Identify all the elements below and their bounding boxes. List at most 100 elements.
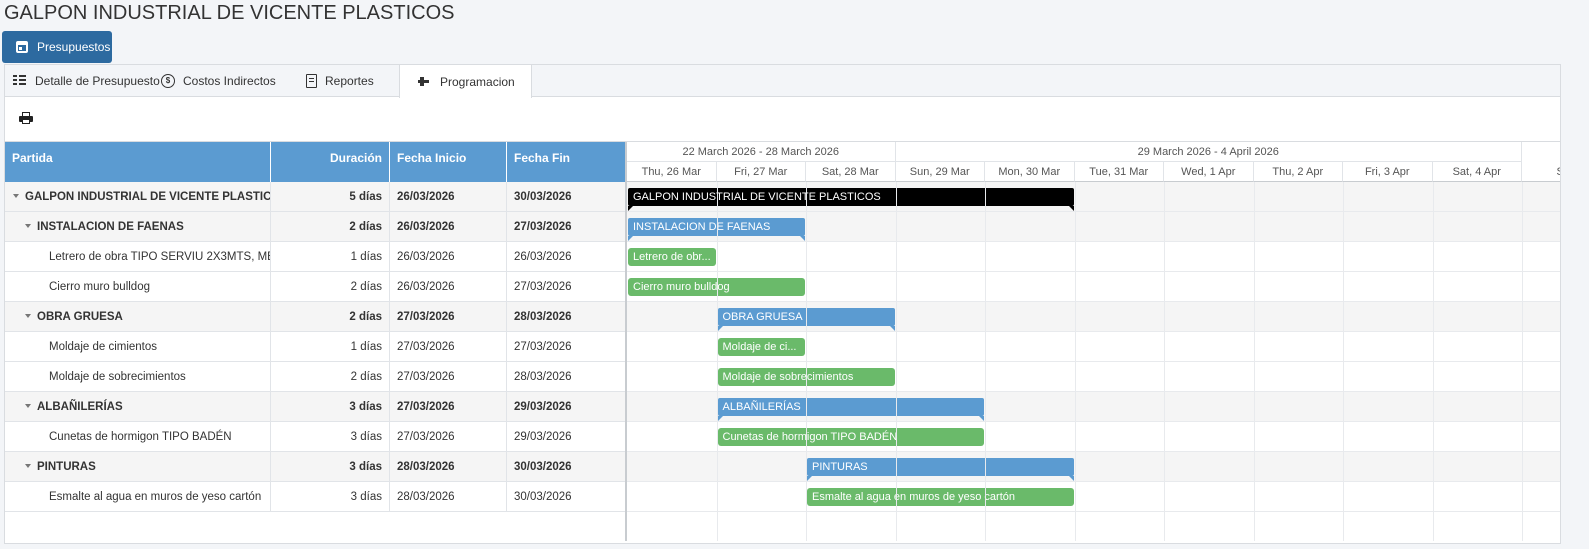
summary-bar[interactable]: GALPON INDUSTRIAL DE VICENTE PLASTICOS	[628, 188, 1074, 206]
day-header: Fri, 27 Mar	[716, 162, 806, 182]
fecha-fin-cell: 30/03/2026	[514, 461, 572, 473]
duracion-cell: 1 días	[271, 332, 390, 362]
fecha-fin-cell: 29/03/2026	[514, 431, 572, 443]
fecha-inicio-cell: 27/03/2026	[390, 392, 507, 422]
day-header: Thu, 26 Mar	[627, 162, 717, 182]
timeline-row	[627, 362, 1560, 392]
task-row[interactable]: Cierro muro bulldog 2 días 26/03/2026 27/03…	[5, 272, 625, 302]
col-fecha-fin-header[interactable]: Fecha Fin	[514, 151, 571, 165]
task-grid: Partida Duración Fecha Inicio Fecha Fin …	[5, 142, 627, 541]
task-row[interactable]: Letrero de obra TIPO SERVIU 2X3MTS, MET.…	[5, 242, 625, 272]
toolbar	[11, 102, 1556, 134]
fecha-inicio-cell: 26/03/2026	[390, 212, 507, 242]
duracion-cell: 3 días	[271, 482, 390, 512]
partida-cell: PINTURAS	[5, 452, 271, 482]
fecha-inicio-cell: 27/03/2026	[390, 302, 507, 332]
day-header: Sun, 29 Mar	[895, 162, 985, 182]
fecha-fin-cell: 28/03/2026	[514, 311, 572, 323]
duracion-cell: 1 días	[271, 242, 390, 272]
task-bar[interactable]: Esmalte al agua en muros de yeso cartón	[807, 488, 1074, 506]
partida-text: INSTALACION DE FAENAS	[37, 221, 184, 233]
printer-icon[interactable]	[19, 112, 33, 124]
summary-bar[interactable]: PINTURAS	[807, 458, 1074, 476]
day-header: Sat, 4 Apr	[1432, 162, 1522, 182]
partida-cell: OBRA GRUESA	[5, 302, 271, 332]
task-group-row[interactable]: OBRA GRUESA 2 días 27/03/2026 28/03/2026	[5, 302, 625, 332]
task-group-row[interactable]: PINTURAS 3 días 28/03/2026 30/03/2026	[5, 452, 625, 482]
day-gridline	[1343, 182, 1344, 541]
tab-bar: Detalle de Presupuesto $ Costos Indirect…	[5, 65, 1560, 98]
partida-cell: Moldaje de sobrecimientos	[5, 362, 271, 392]
list-icon	[13, 74, 27, 88]
task-group-row[interactable]: ALBAÑILERÍAS 3 días 27/03/2026 29/03/2026	[5, 392, 625, 422]
tab-label: Programacion	[440, 74, 515, 89]
summary-bar[interactable]: ALBAÑILERÍAS	[717, 398, 984, 416]
fecha-fin-cell: 27/03/2026	[514, 341, 572, 353]
task-bar[interactable]: Moldaje de ci...	[717, 338, 805, 356]
week-header: 22 March 2026 - 28 March 2026	[627, 142, 896, 162]
partida-cell: GALPON INDUSTRIAL DE VICENTE PLASTICOS	[5, 182, 271, 212]
fecha-fin-cell: 27/03/2026	[514, 221, 572, 233]
task-row[interactable]: Moldaje de cimientos 1 días 27/03/2026 27/0…	[5, 332, 625, 362]
task-bar[interactable]: Cunetas de hormigon TIPO BADÉN	[717, 428, 984, 446]
day-header: Mon, 30 Mar	[985, 162, 1075, 182]
schedule-icon	[418, 75, 432, 89]
collapse-caret-icon[interactable]	[25, 403, 31, 408]
dollar-icon: $	[161, 74, 175, 88]
timeline-chart: 22 March 2026 - 28 March 2026 29 March 20…	[627, 142, 1560, 541]
task-row[interactable]: Moldaje de sobrecimientos 2 días 27/03/202…	[5, 362, 625, 392]
partida-text: Cierro muro bulldog	[49, 281, 150, 293]
fecha-fin-cell: 30/03/2026	[514, 191, 572, 203]
tab-detalle-presupuesto[interactable]: Detalle de Presupuesto	[13, 65, 160, 97]
collapse-caret-icon[interactable]	[25, 313, 31, 318]
partida-cell: INSTALACION DE FAENAS	[5, 212, 271, 242]
day-header: Sat, 28 Mar	[806, 162, 896, 182]
fecha-inicio-cell: 26/03/2026	[390, 242, 507, 272]
partida-text: PINTURAS	[37, 461, 96, 473]
duracion-cell: 3 días	[271, 422, 390, 452]
page-title: GALPON INDUSTRIAL DE VICENTE PLASTICOS	[4, 2, 455, 24]
partida-text: GALPON INDUSTRIAL DE VICENTE PLASTICOS	[25, 191, 271, 203]
gantt: Partida Duración Fecha Inicio Fecha Fin …	[5, 141, 1560, 541]
day-gridline	[895, 182, 897, 541]
timeline-row	[627, 422, 1560, 452]
summary-end-marker	[889, 326, 895, 331]
fecha-inicio-cell: 26/03/2026	[390, 272, 507, 302]
summary-end-marker	[628, 236, 633, 241]
day-gridline	[716, 182, 718, 541]
tab-reportes[interactable]: Reportes	[306, 65, 374, 97]
collapse-caret-icon[interactable]	[25, 223, 31, 228]
day-header: Fri, 3 Apr	[1343, 162, 1433, 182]
presupuestos-button[interactable]: Presupuestos	[2, 31, 112, 63]
tab-programacion[interactable]: Programacion	[399, 65, 532, 98]
collapse-caret-icon[interactable]	[25, 463, 31, 468]
document-icon	[306, 74, 317, 88]
day-header: Sun	[1522, 162, 1560, 182]
summary-end-marker	[717, 416, 723, 421]
tab-costos-indirectos[interactable]: $ Costos Indirectos	[161, 65, 276, 97]
timeline-row	[627, 242, 1560, 272]
col-partida-header[interactable]: Partida	[5, 142, 271, 182]
main-panel: Detalle de Presupuesto $ Costos Indirect…	[4, 64, 1561, 544]
tab-label: Reportes	[325, 74, 374, 88]
day-gridline	[1253, 182, 1255, 541]
collapse-caret-icon[interactable]	[13, 193, 19, 198]
task-bar[interactable]: Letrero de obr...	[628, 248, 716, 266]
task-row[interactable]: Esmalte al agua en muros de yeso cartón 3…	[5, 482, 625, 512]
duracion-cell: 2 días	[271, 272, 390, 302]
timeline-row	[627, 332, 1560, 362]
presupuestos-label: Presupuestos	[37, 40, 111, 54]
task-row[interactable]: Cunetas de hormigon TIPO BADÉN 3 días 27/0…	[5, 422, 625, 452]
timeline-row	[627, 272, 1560, 302]
col-duracion-header[interactable]: Duración	[271, 142, 390, 182]
task-group-row[interactable]: GALPON INDUSTRIAL DE VICENTE PLASTICOS 5 …	[5, 182, 625, 212]
calendar-icon	[16, 41, 28, 53]
day-header: Thu, 2 Apr	[1253, 162, 1343, 182]
task-group-row[interactable]: INSTALACION DE FAENAS 2 días 26/03/2026 27/…	[5, 212, 625, 242]
col-fecha-inicio-header[interactable]: Fecha Inicio	[390, 142, 507, 182]
partida-text: Cunetas de hormigon TIPO BADÉN	[49, 431, 232, 443]
summary-end-marker	[628, 206, 633, 211]
day-gridline	[985, 182, 986, 541]
duracion-cell: 2 días	[271, 302, 390, 332]
partida-cell: Moldaje de cimientos	[5, 332, 271, 362]
